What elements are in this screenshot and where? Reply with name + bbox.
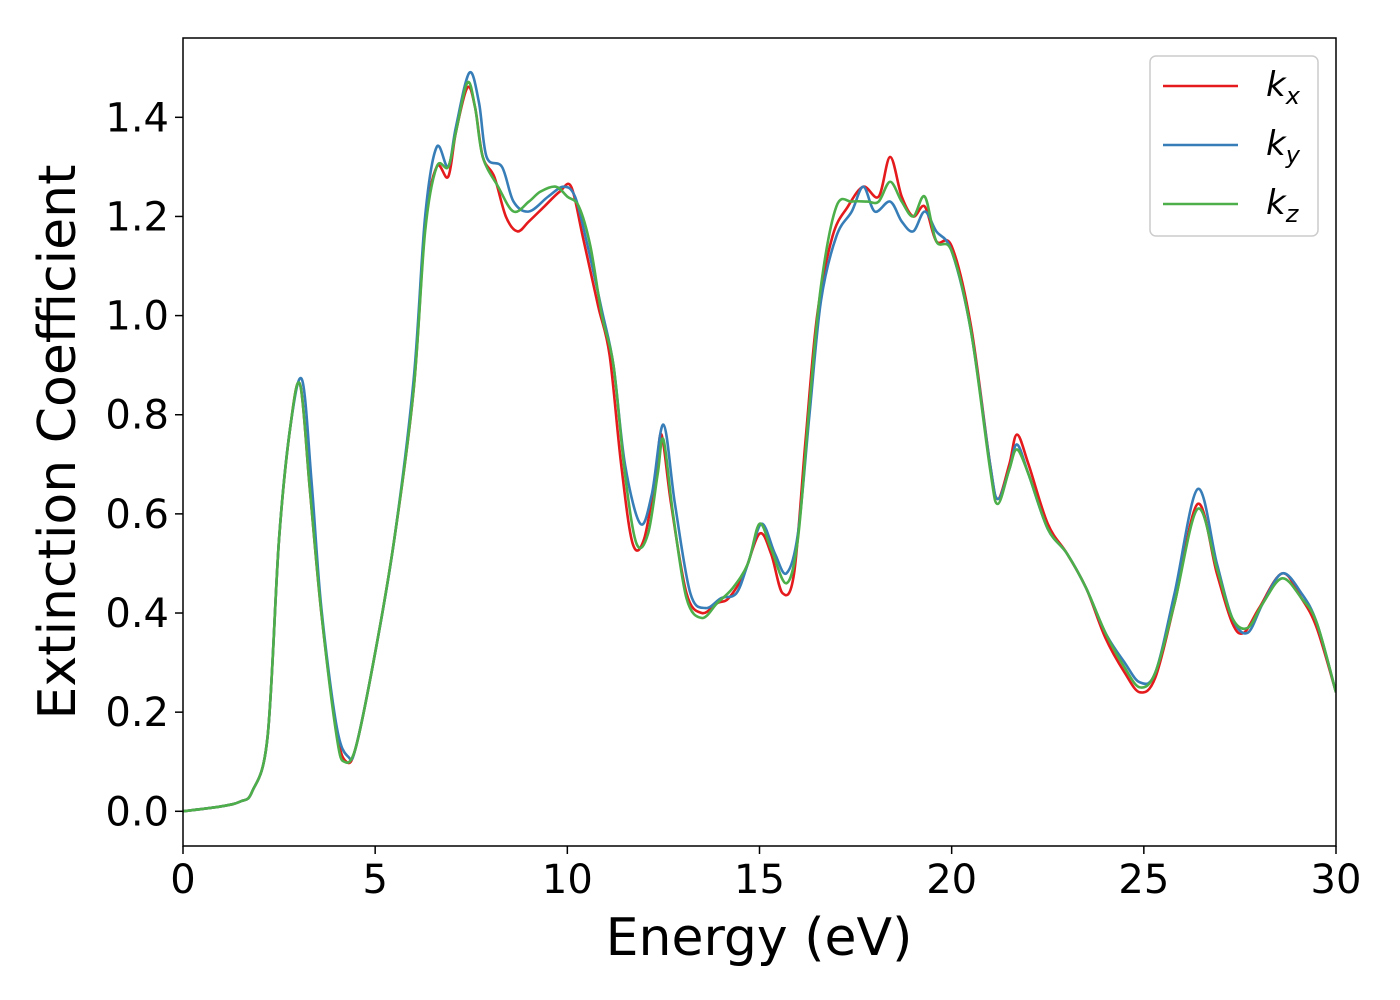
x-axis-title: Energy (eV) (606, 908, 913, 968)
y-axis-title: Extinction Coefficient (28, 165, 88, 720)
x-tick-label: 30 (1311, 857, 1362, 903)
legend-label-k-x: kx (1266, 65, 1301, 110)
legend: kx ky kz (1149, 55, 1319, 237)
x-axis: 0 5 10 15 20 25 30 (170, 846, 1361, 903)
y-tick-label: 0.4 (105, 591, 169, 637)
y-tick-label: 1.0 (105, 294, 169, 340)
x-tick-label: 20 (926, 857, 977, 903)
legend-label-k-z: kz (1266, 183, 1300, 228)
legend-label-k-y: ky (1266, 124, 1301, 169)
series-line-k-z (183, 80, 1336, 813)
series-layer (183, 70, 1336, 813)
x-tick-label: 25 (1118, 857, 1169, 903)
y-tick-label: 0.2 (105, 690, 169, 736)
x-tick-label: 0 (170, 857, 195, 903)
y-tick-label: 1.4 (105, 95, 169, 141)
x-tick-label: 5 (362, 857, 387, 903)
x-tick-label: 15 (734, 857, 785, 903)
y-tick-label: 0.6 (105, 492, 169, 538)
y-tick-label: 0.8 (105, 393, 169, 439)
y-axis: 0.0 0.2 0.4 0.6 0.8 1.0 1.2 1.4 (105, 95, 183, 835)
y-tick-label: 0.0 (105, 789, 169, 835)
x-tick-label: 10 (542, 857, 593, 903)
y-tick-label: 1.2 (105, 194, 169, 240)
